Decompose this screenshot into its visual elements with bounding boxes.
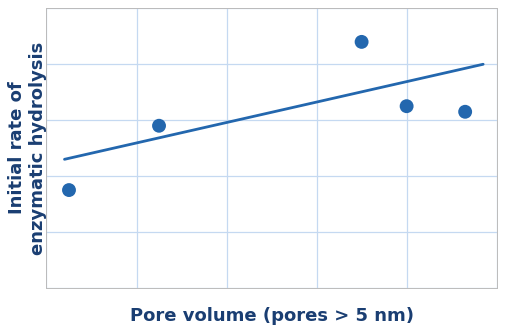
Point <box>358 39 366 45</box>
X-axis label: Pore volume (pores > 5 nm): Pore volume (pores > 5 nm) <box>130 307 414 325</box>
Point <box>65 187 73 193</box>
Point <box>155 123 163 129</box>
Point <box>402 104 411 109</box>
Point <box>461 109 469 115</box>
Y-axis label: Initial rate of
enzymatic hydrolysis: Initial rate of enzymatic hydrolysis <box>9 42 47 255</box>
